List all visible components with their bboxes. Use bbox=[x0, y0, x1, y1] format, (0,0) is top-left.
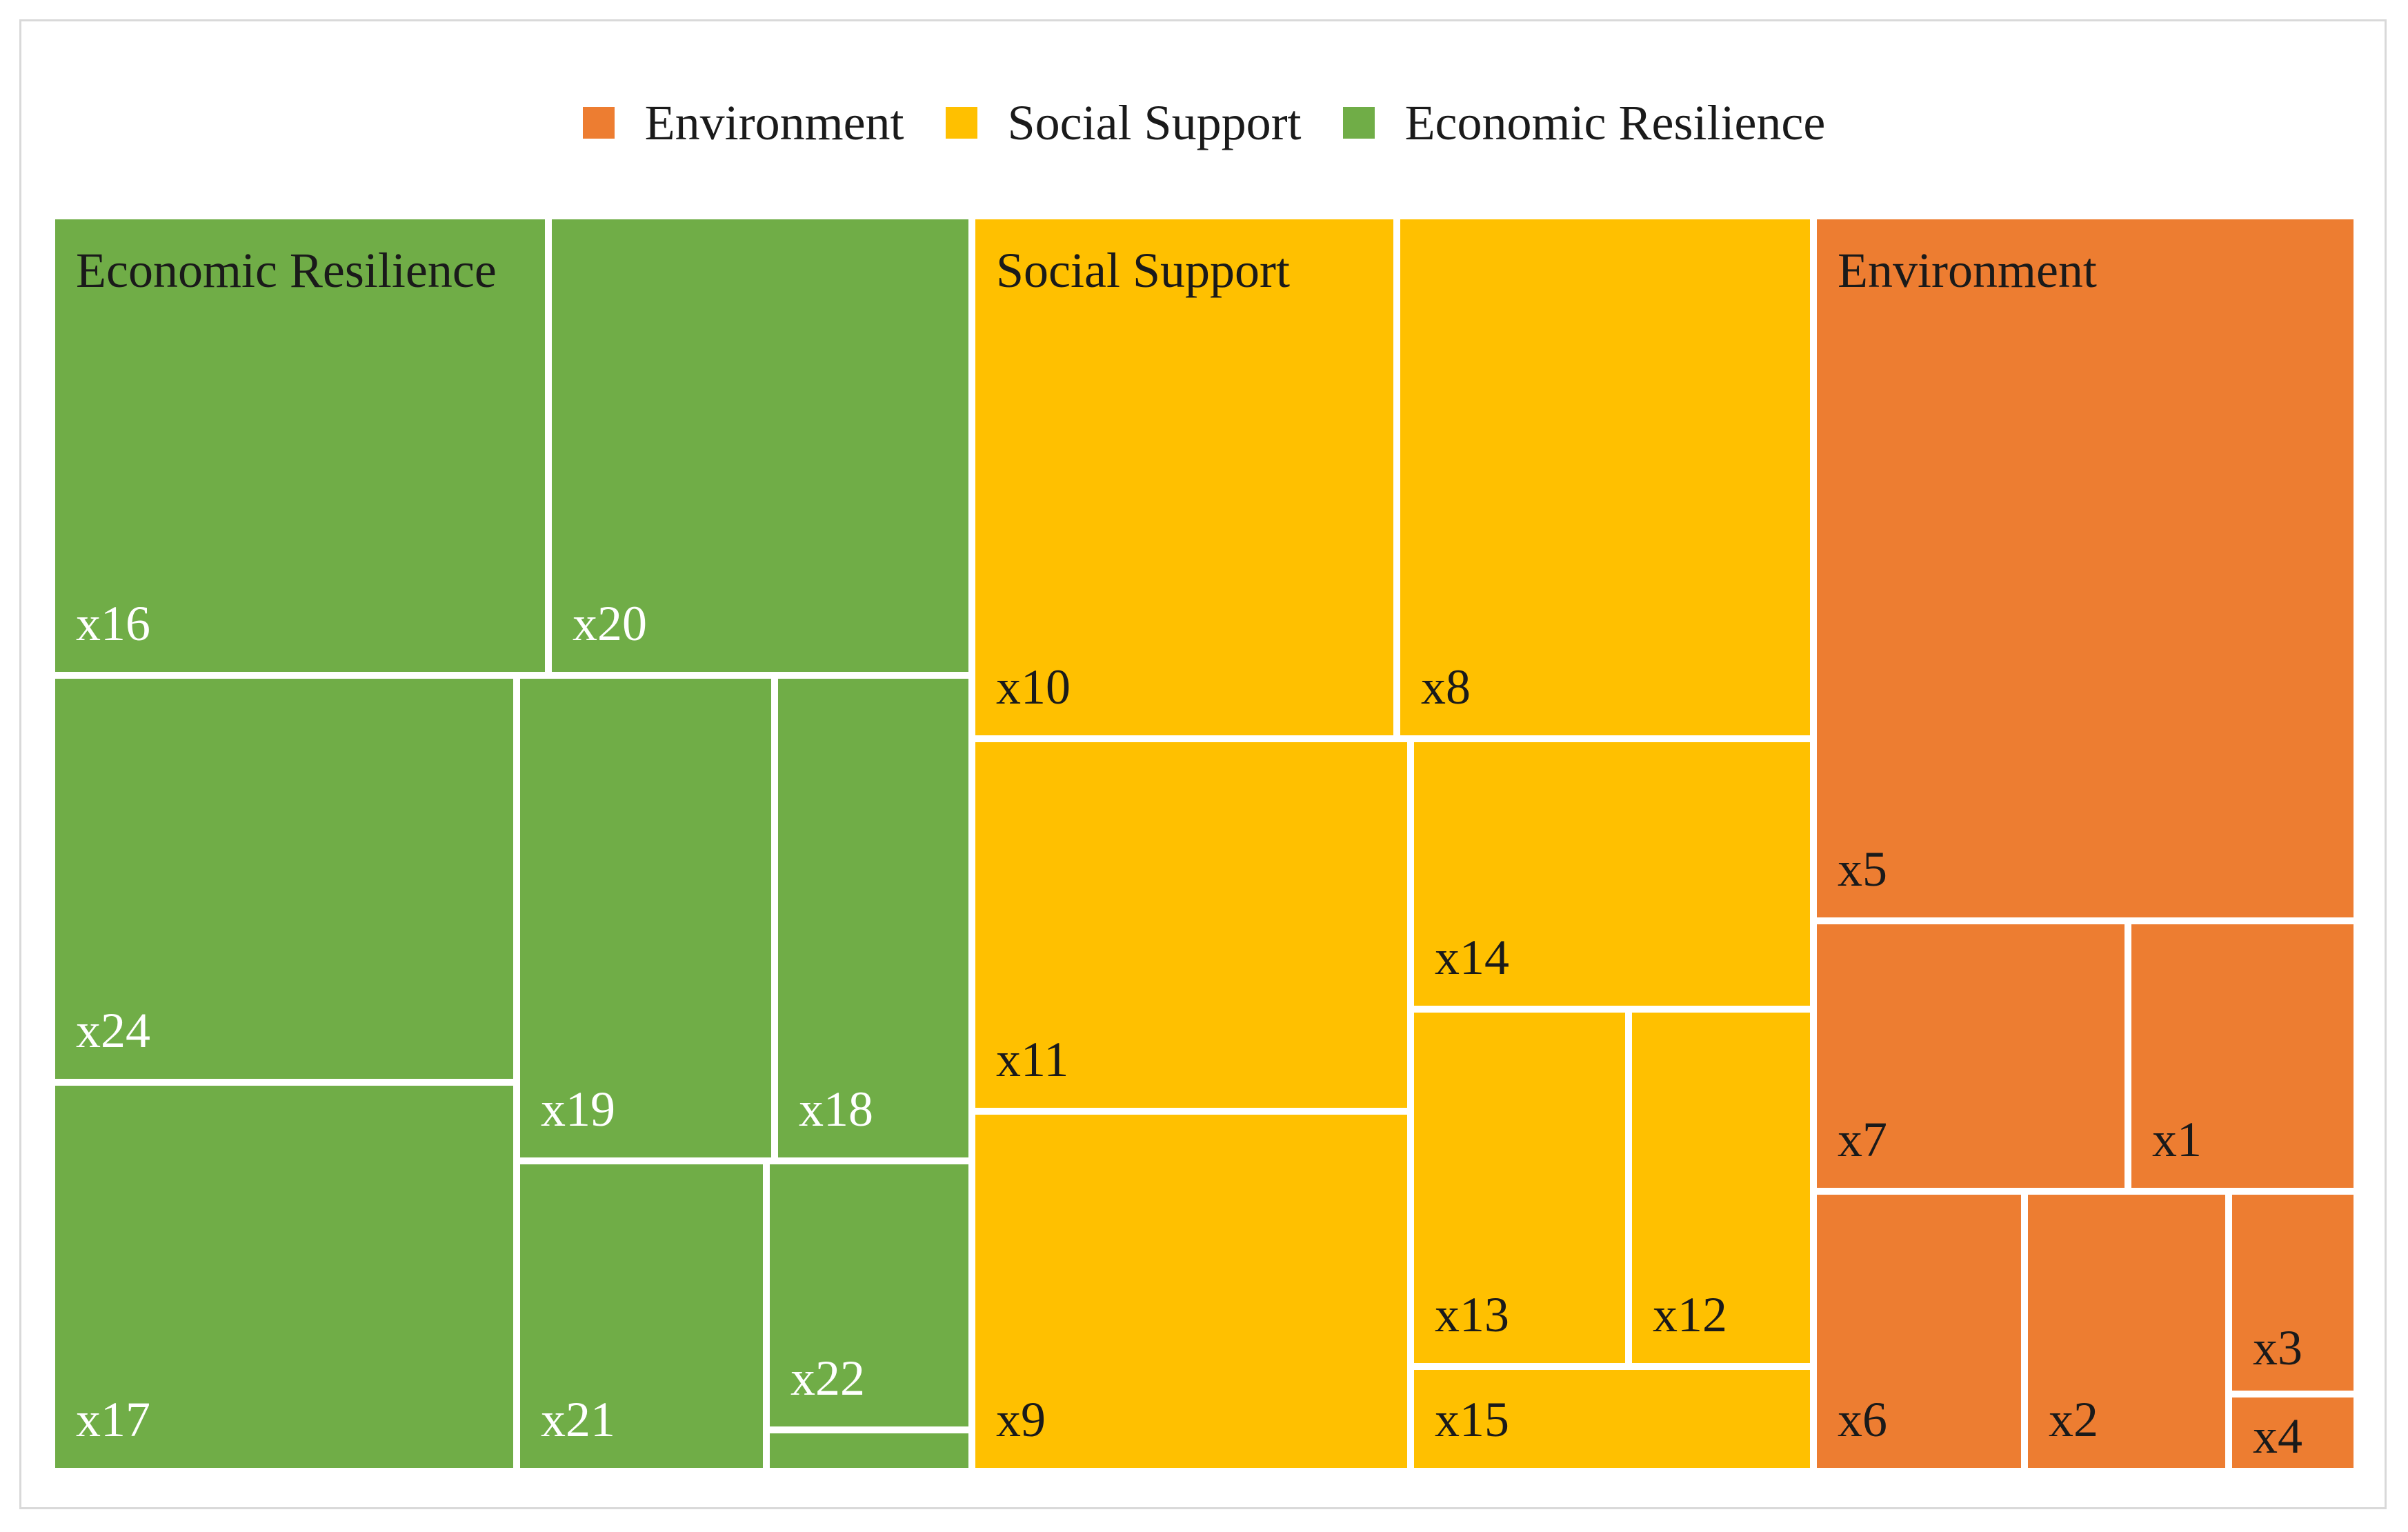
tile-x6: x6 bbox=[1817, 1195, 2021, 1468]
tile-label: x5 bbox=[1838, 842, 1887, 897]
tile-x7: x7 bbox=[1817, 924, 2125, 1188]
legend-item: Environment bbox=[582, 94, 904, 152]
group-label: Economic Resilience bbox=[76, 243, 497, 298]
tile-label: x22 bbox=[790, 1351, 865, 1406]
tile-label: x17 bbox=[76, 1392, 150, 1447]
tile-x4: x4 bbox=[2232, 1397, 2354, 1468]
tile-x9: x9 bbox=[975, 1115, 1407, 1468]
legend-item: Economic Resilience bbox=[1342, 94, 1826, 152]
legend-swatch bbox=[582, 107, 615, 139]
tile-x20: x20 bbox=[552, 219, 968, 672]
tile-x3: x3 bbox=[2232, 1195, 2354, 1391]
tile-label: x9 bbox=[996, 1392, 1046, 1447]
tile-x1: x1 bbox=[2131, 924, 2354, 1188]
tile-x10: Social Support x10 bbox=[975, 219, 1393, 735]
tile-label: x19 bbox=[541, 1082, 615, 1137]
tile-x5: Environment x5 bbox=[1817, 219, 2354, 917]
tile-label: x11 bbox=[996, 1032, 1069, 1087]
legend-label: Economic Resilience bbox=[1404, 94, 1826, 150]
tile-x14: x14 bbox=[1414, 742, 1810, 1006]
tile-x18: x18 bbox=[778, 679, 968, 1157]
tile-label: x20 bbox=[573, 596, 647, 651]
legend: Environment Social Support Economic Resili… bbox=[0, 88, 2408, 157]
tile-x8: x8 bbox=[1400, 219, 1810, 735]
tile-label: x1 bbox=[2152, 1112, 2202, 1167]
tile-x12: x12 bbox=[1632, 1013, 1810, 1363]
tile-x2: x2 bbox=[2028, 1195, 2225, 1468]
tile-label: x14 bbox=[1435, 930, 1509, 985]
tile-label: x10 bbox=[996, 659, 1071, 715]
tile-label: x24 bbox=[76, 1003, 150, 1058]
tile-label: x2 bbox=[2049, 1392, 2098, 1447]
tile-x15: x15 bbox=[1414, 1370, 1810, 1468]
tile-x21: x21 bbox=[520, 1164, 763, 1468]
tile-unlabeled bbox=[770, 1433, 968, 1468]
group-label: Social Support bbox=[996, 243, 1290, 298]
tile-label: x21 bbox=[541, 1392, 615, 1447]
tile-label: x8 bbox=[1421, 659, 1471, 715]
tile-x24: x24 bbox=[55, 679, 513, 1079]
legend-label: Environment bbox=[644, 94, 904, 150]
tile-label: x7 bbox=[1838, 1112, 1887, 1167]
legend-item: Social Support bbox=[945, 94, 1302, 152]
tile-label: x6 bbox=[1838, 1392, 1887, 1447]
tile-label: x18 bbox=[799, 1082, 873, 1137]
group-label: Environment bbox=[1838, 243, 2097, 298]
tile-label: x3 bbox=[2253, 1320, 2302, 1375]
tile-x16: Economic Resilience x16 bbox=[55, 219, 545, 672]
tile-x17: x17 bbox=[55, 1086, 513, 1468]
tile-label: x15 bbox=[1435, 1392, 1509, 1447]
legend-label: Social Support bbox=[1007, 94, 1302, 150]
tile-label: x4 bbox=[2253, 1409, 2302, 1464]
tile-label: x13 bbox=[1435, 1287, 1509, 1342]
tile-x22: x22 bbox=[770, 1164, 968, 1426]
tile-x13: x13 bbox=[1414, 1013, 1625, 1363]
tile-label: x16 bbox=[76, 596, 150, 651]
tile-label: x12 bbox=[1653, 1287, 1727, 1342]
tile-x11: x11 bbox=[975, 742, 1407, 1108]
legend-swatch bbox=[1342, 107, 1375, 139]
legend-swatch bbox=[945, 107, 977, 139]
tile-x19: x19 bbox=[520, 679, 771, 1157]
